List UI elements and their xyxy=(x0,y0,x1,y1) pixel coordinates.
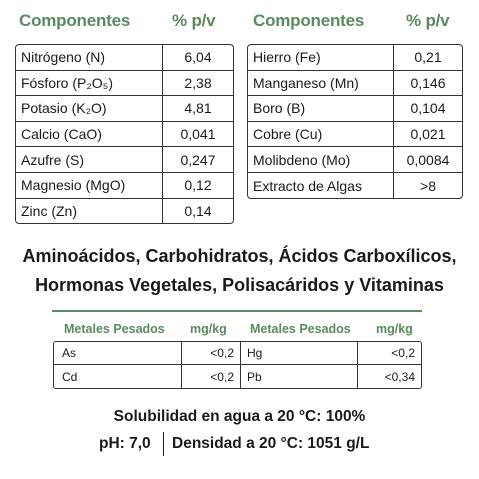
component-name: Molibdeno (Mo) xyxy=(248,147,394,172)
metal-name: Pb xyxy=(241,365,358,388)
component-name: Fósforo (P₂O₅) xyxy=(16,70,163,96)
metal-value: <0,2 xyxy=(182,365,241,388)
component-value: 0,21 xyxy=(414,49,442,66)
left-table-header-name: Componentes xyxy=(19,11,131,30)
solubility-text: Solubilidad en agua a 20 °C: 100% xyxy=(113,408,366,425)
component-name: Potasio (K₂O) xyxy=(16,96,163,121)
component-value: >8 xyxy=(420,177,436,194)
table-row: Zinc (Zn) 0,14 xyxy=(16,198,233,223)
density-text: Densidad a 20 °C: 1051 g/L xyxy=(172,435,370,452)
table-row: As <0,2 Hg <0,2 xyxy=(54,342,421,365)
right-composition-table: Hierro (Fe) 0,21 Manganeso (Mn) 0,146 Boro… xyxy=(247,44,463,199)
component-value: 0,041 xyxy=(180,126,216,143)
table-row: Manganeso (Mn) 0,146 xyxy=(248,70,462,97)
component-name: Zinc (Zn) xyxy=(16,198,163,223)
metal-value: <0,34 xyxy=(384,369,415,384)
component-name: Manganeso (Mn) xyxy=(248,70,394,96)
table-row: Cobre (Cu) 0,021 xyxy=(248,121,462,148)
component-name: Boro (B) xyxy=(248,96,394,121)
metals-header-unit-right: mg/kg xyxy=(376,322,413,336)
metal-value: <0,2 xyxy=(182,342,241,364)
component-name: Calcio (CaO) xyxy=(16,121,163,147)
table-row: Magnesio (MgO) 0,12 xyxy=(16,172,233,199)
table-row: Nitrógeno (N) 6,04 xyxy=(16,45,233,71)
component-value: 6,04 xyxy=(184,49,212,66)
ph-text: pH: 7,0 xyxy=(99,435,151,452)
table-row: Cd <0,2 Pb <0,34 xyxy=(54,365,421,388)
component-name: Nitrógeno (N) xyxy=(16,45,163,70)
metals-header-unit-left: mg/kg xyxy=(190,322,227,336)
heavy-metals-table: As <0,2 Hg <0,2 Cd <0,2 Pb <0,34 xyxy=(53,341,422,389)
table-row: Extracto de Algas >8 xyxy=(248,172,462,198)
component-name: Cobre (Cu) xyxy=(248,121,394,147)
metal-name: Cd xyxy=(54,365,182,388)
component-value: 0,104 xyxy=(410,100,446,117)
component-value: 0,146 xyxy=(410,74,446,91)
headline-line-1: Aminoácidos, Carbohidratos, Ácidos Carbo… xyxy=(22,246,457,266)
divider xyxy=(52,310,422,312)
footer-separator xyxy=(163,432,164,456)
headline-line-2: Hormonas Vegetales, Polisacáridos y Vita… xyxy=(35,275,444,295)
component-value: 0,12 xyxy=(184,177,212,194)
left-composition-table: Nitrógeno (N) 6,04 Fósforo (P₂O₅) 2,38 Pot… xyxy=(15,44,234,224)
component-name: Hierro (Fe) xyxy=(248,45,394,70)
metal-name: Hg xyxy=(241,342,358,364)
table-row: Azufre (S) 0,247 xyxy=(16,147,233,173)
right-table-header-value: % p/v xyxy=(406,11,450,30)
component-value: 2,38 xyxy=(184,74,212,91)
component-name: Azufre (S) xyxy=(16,147,163,172)
component-value: 0,0084 xyxy=(406,151,450,168)
component-value: 0,021 xyxy=(410,126,446,143)
component-value: 4,81 xyxy=(184,100,212,117)
metals-header-name-right: Metales Pesados xyxy=(250,322,351,336)
table-row: Hierro (Fe) 0,21 xyxy=(248,45,462,71)
component-name: Extracto de Algas xyxy=(248,172,394,198)
component-value: 0,247 xyxy=(180,151,216,168)
metals-header-name-left: Metales Pesados xyxy=(64,322,165,336)
metal-name: As xyxy=(54,342,182,364)
table-row: Boro (B) 0,104 xyxy=(248,96,462,122)
table-row: Fósforo (P₂O₅) 2,38 xyxy=(16,70,233,97)
table-row: Potasio (K₂O) 4,81 xyxy=(16,96,233,122)
table-row: Calcio (CaO) 0,041 xyxy=(16,121,233,148)
component-value: 0,14 xyxy=(184,203,212,220)
right-table-header-name: Componentes xyxy=(253,11,365,30)
component-name: Magnesio (MgO) xyxy=(16,172,163,198)
left-table-header-value: % p/v xyxy=(172,11,216,30)
table-row: Molibdeno (Mo) 0,0084 xyxy=(248,147,462,173)
metal-value: <0,2 xyxy=(391,346,415,360)
